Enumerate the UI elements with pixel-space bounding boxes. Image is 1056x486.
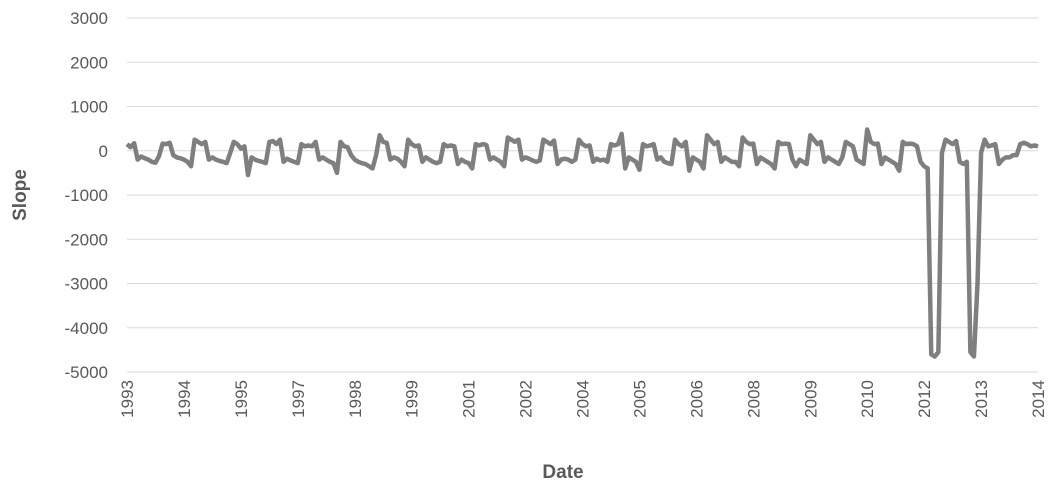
x-tick-label: 1994 <box>175 380 194 418</box>
x-tick-label: 2004 <box>574 380 593 418</box>
y-tick-label: 0 <box>99 142 108 161</box>
x-tick-label: 2006 <box>687 380 706 418</box>
x-tick-label: 1995 <box>232 380 251 418</box>
x-tick-label: 2009 <box>801 380 820 418</box>
x-tick-label: 2002 <box>517 380 536 418</box>
x-tick-label: 2014 <box>1029 380 1048 418</box>
y-tick-label: 2000 <box>70 53 108 72</box>
y-tick-label: -5000 <box>65 363 108 382</box>
x-tick-label: 2008 <box>744 380 763 418</box>
y-tick-label: -3000 <box>65 275 108 294</box>
y-tick-label: -4000 <box>65 319 108 338</box>
y-tick-label: 3000 <box>70 9 108 28</box>
y-tick-label: -2000 <box>65 230 108 249</box>
x-tick-label: 2012 <box>915 380 934 418</box>
x-tick-label: 1998 <box>346 380 365 418</box>
y-axis-title: Slope <box>10 169 31 221</box>
x-tick-label: 1997 <box>289 380 308 418</box>
data-line <box>125 127 1039 359</box>
x-tick-label: 1999 <box>403 380 422 418</box>
y-tick-label: 1000 <box>70 98 108 117</box>
x-tick-label: 2001 <box>460 380 479 418</box>
x-tick-label: 1993 <box>118 380 137 418</box>
y-tick-label: -1000 <box>65 186 108 205</box>
x-axis-title: Date <box>542 462 583 483</box>
x-tick-label: 2010 <box>858 380 877 418</box>
x-tick-label: 2005 <box>630 380 649 418</box>
x-tick-label: 2013 <box>972 380 991 418</box>
